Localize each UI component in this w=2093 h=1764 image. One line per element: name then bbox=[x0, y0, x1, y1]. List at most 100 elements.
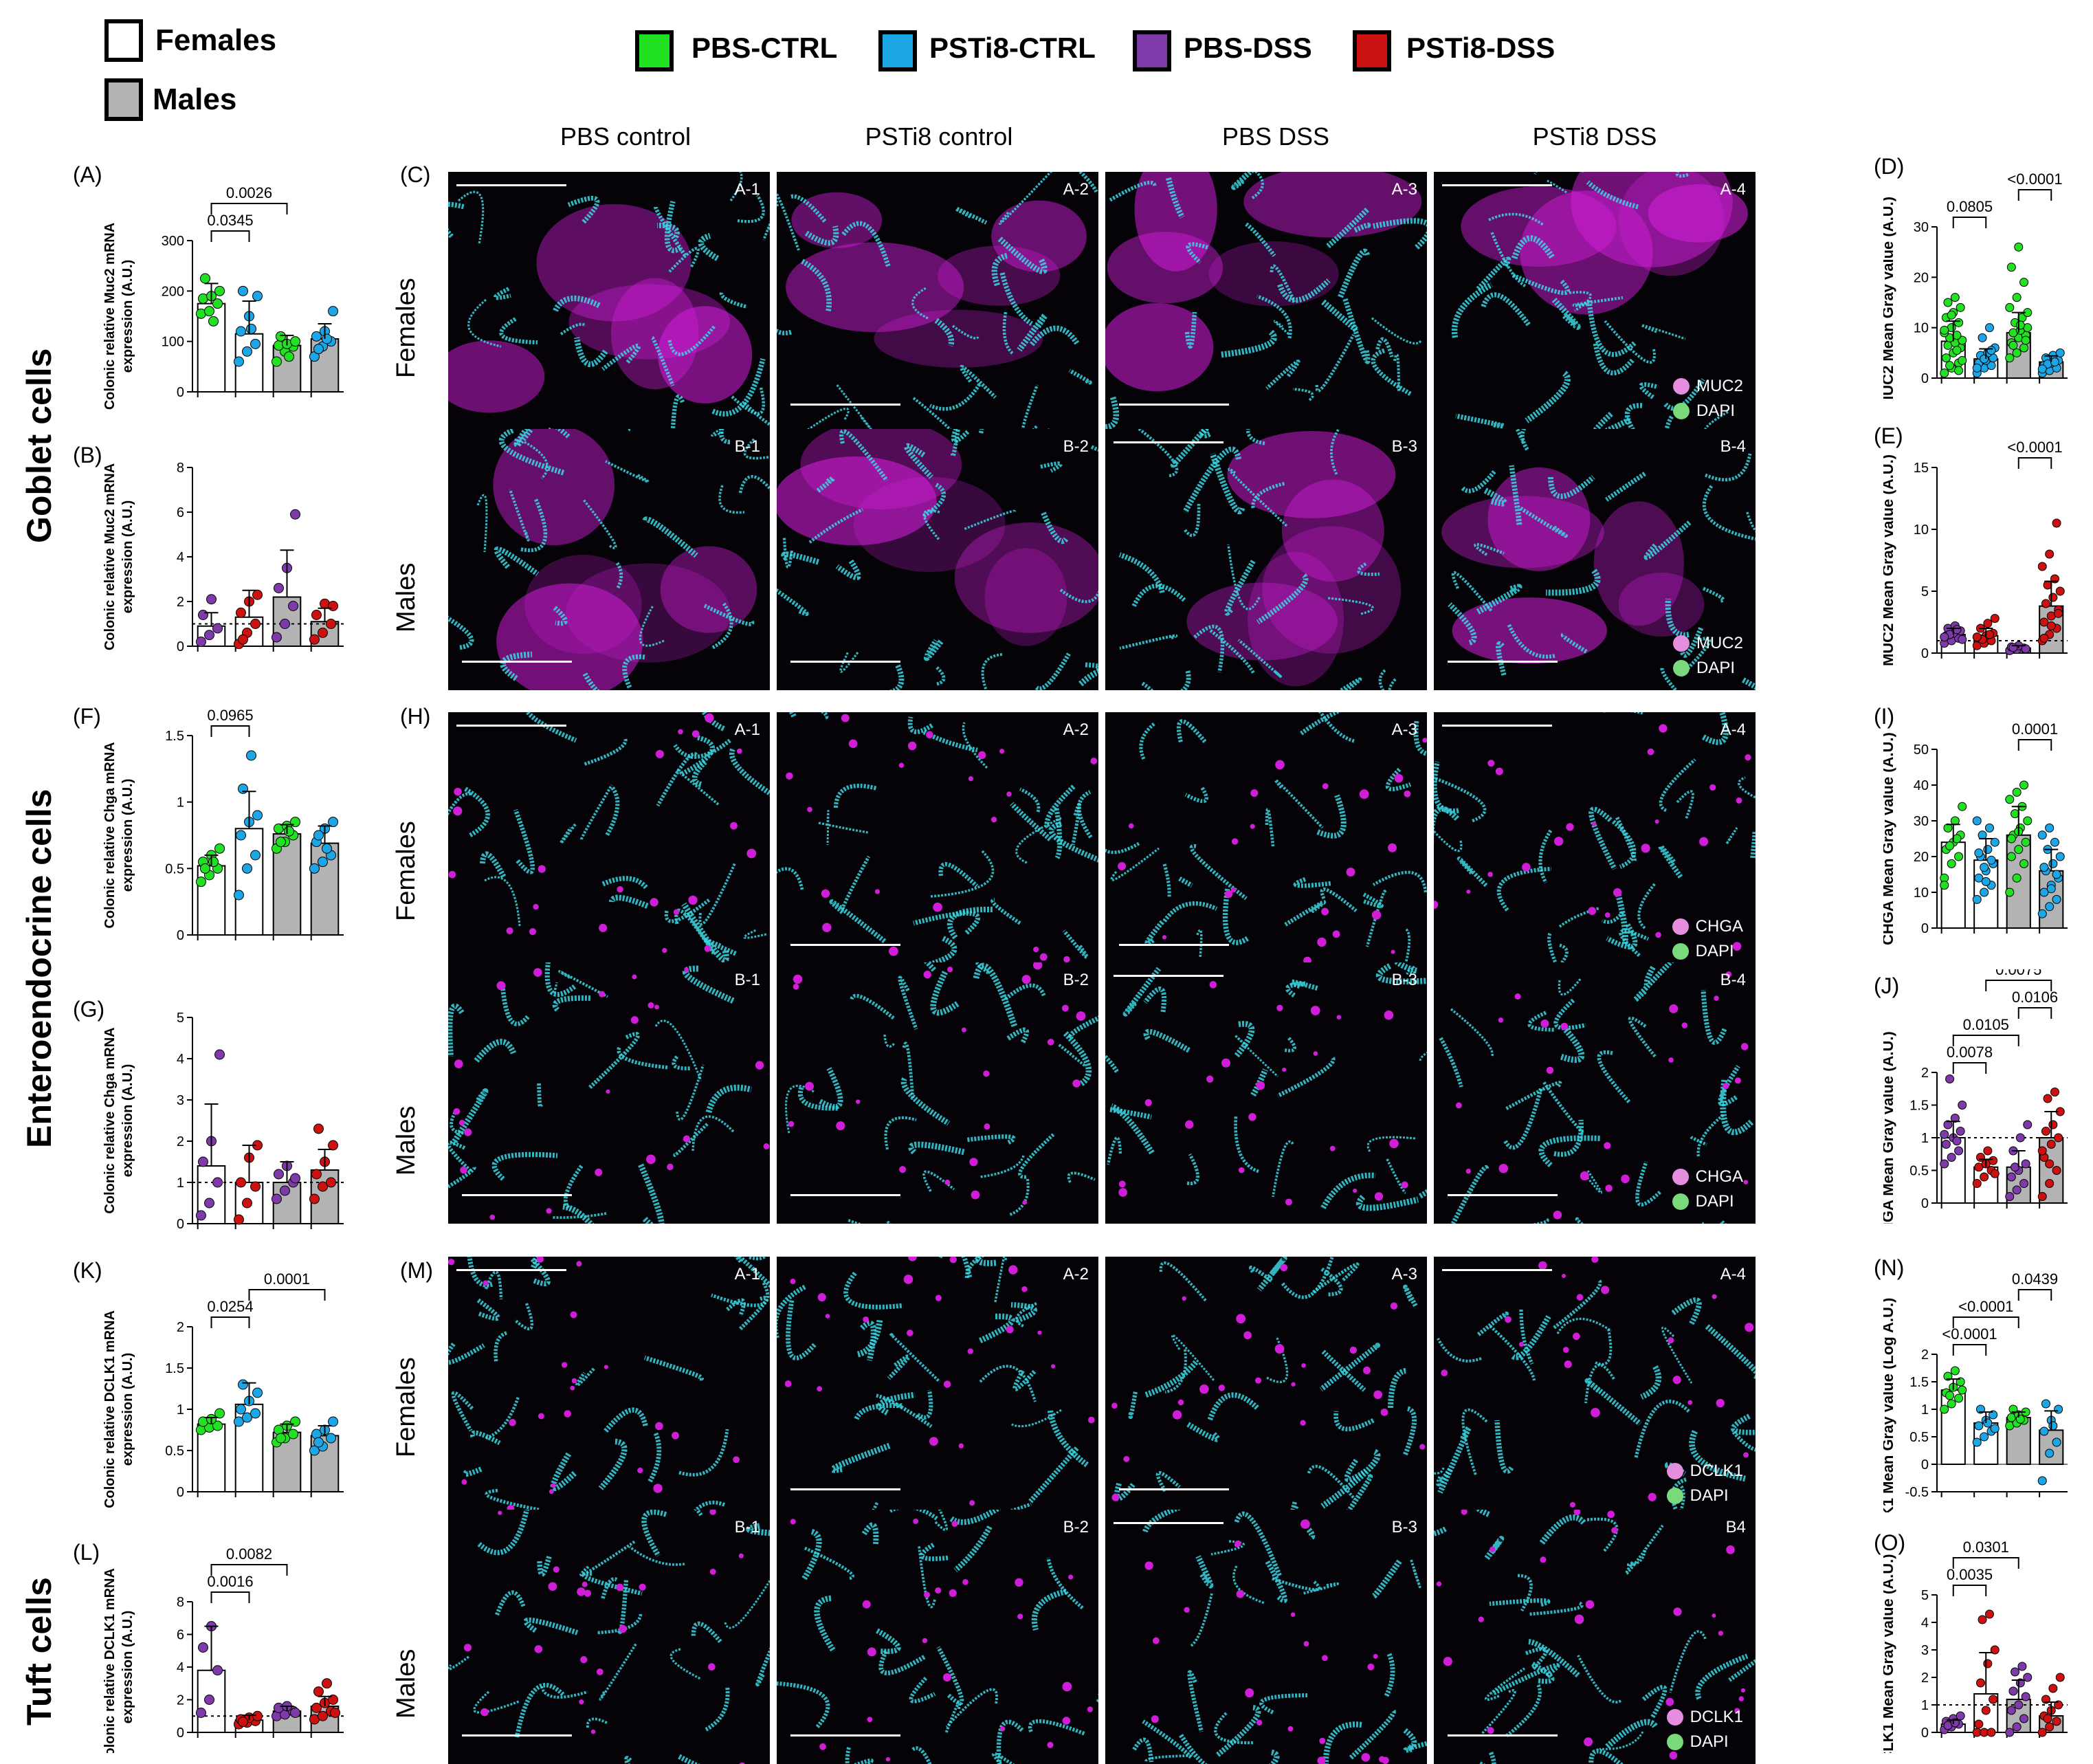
tissue-fiber bbox=[1731, 1431, 1756, 1452]
tissue-fiber bbox=[562, 1203, 595, 1224]
tissue-fiber bbox=[1311, 1262, 1360, 1294]
tissue-fiber bbox=[997, 236, 1048, 274]
marker-dot bbox=[1353, 1188, 1358, 1193]
data-point bbox=[2012, 787, 2022, 797]
data-point bbox=[212, 623, 223, 634]
marker-dot bbox=[1090, 758, 1098, 764]
data-point bbox=[1943, 1120, 1953, 1129]
marker-dot bbox=[1276, 1004, 1283, 1011]
marker-dot bbox=[942, 1673, 952, 1682]
tissue-fiber bbox=[1340, 677, 1362, 690]
tissue-fiber bbox=[1481, 1689, 1516, 1735]
tissue-fiber bbox=[1434, 776, 1487, 823]
data-point bbox=[1947, 1399, 1956, 1409]
tissue-fiber bbox=[1281, 1257, 1334, 1299]
tissue-fiber bbox=[1186, 242, 1208, 265]
comparison-bracket bbox=[2017, 739, 2052, 751]
p-value-label: 0.0439 bbox=[2012, 1270, 2058, 1288]
tissue-fiber bbox=[1231, 172, 1254, 190]
tissue-fiber bbox=[1159, 1261, 1208, 1303]
data-point bbox=[252, 1710, 263, 1721]
marker-dot bbox=[650, 898, 658, 907]
data-point bbox=[2008, 643, 2018, 652]
tissue-fiber bbox=[676, 1064, 705, 1121]
data-point bbox=[235, 326, 246, 337]
marker-dot bbox=[619, 1624, 627, 1633]
data-point bbox=[2052, 1717, 2061, 1726]
tissue-fiber bbox=[1547, 932, 1562, 973]
panel-letter-b: (B) bbox=[73, 443, 102, 467]
p-value-label: <0.0001 bbox=[1942, 1325, 1997, 1343]
data-point bbox=[2037, 562, 2047, 571]
chart-g-chga-mrna: Colonic relative Chga mRNA expression (A.… bbox=[103, 1011, 344, 1232]
tissue-fiber bbox=[930, 971, 960, 1016]
panel-letter-j: (J) bbox=[1874, 973, 1900, 998]
tissue-fiber bbox=[608, 894, 649, 909]
tissue-fiber bbox=[1233, 1021, 1255, 1059]
micrograph-chga-a-3: A-3 bbox=[1105, 712, 1427, 973]
data-point bbox=[311, 1702, 322, 1713]
tissue-fiber bbox=[1509, 465, 1522, 528]
data-point bbox=[2006, 1172, 2016, 1182]
micrograph-label: A-4 bbox=[1720, 1265, 1746, 1283]
tissue-fiber bbox=[1195, 1555, 1214, 1589]
micrograph-chga-b-4: B-4 CHGA DAPI bbox=[1434, 962, 1756, 1224]
marker-dot bbox=[684, 967, 689, 973]
marker-dot bbox=[793, 983, 799, 990]
micrograph-dclk1-a-1: A-1 bbox=[448, 1257, 770, 1518]
tissue-fiber bbox=[1434, 806, 1460, 844]
tissue-fiber bbox=[500, 651, 533, 681]
marker-signal bbox=[1520, 190, 1653, 315]
comparison-bracket bbox=[2017, 1289, 2052, 1301]
tissue-fiber bbox=[448, 1003, 465, 1057]
y-axis-title: expression (A.U.) bbox=[120, 1611, 135, 1723]
data-point bbox=[2050, 1088, 2059, 1096]
data-point bbox=[2037, 1728, 2047, 1737]
data-point bbox=[246, 323, 257, 334]
marker-dot bbox=[805, 1081, 815, 1091]
tissue-fiber bbox=[1142, 1719, 1193, 1759]
marker-dot bbox=[958, 1443, 964, 1448]
tissue-fiber bbox=[1402, 927, 1411, 972]
scale-bar bbox=[790, 944, 900, 946]
marker-dot bbox=[1611, 1527, 1618, 1534]
tissue-fiber bbox=[523, 1617, 579, 1635]
tissue-fiber bbox=[994, 1257, 1008, 1303]
tissue-fiber bbox=[1705, 453, 1752, 482]
marker-dot bbox=[553, 1566, 560, 1573]
tissue-fiber bbox=[911, 1746, 932, 1764]
tissue-fiber bbox=[1031, 1588, 1067, 1631]
tissue-fiber bbox=[1316, 794, 1347, 839]
stain-key: DCLK1 DAPI bbox=[1666, 1705, 1743, 1754]
data-point bbox=[2052, 870, 2061, 879]
tissue-fiber bbox=[1054, 808, 1063, 859]
tissue-fiber bbox=[448, 201, 465, 239]
data-point bbox=[284, 351, 295, 362]
data-point bbox=[2055, 348, 2065, 357]
data-point bbox=[2037, 830, 2047, 840]
marker-dot bbox=[707, 1663, 716, 1671]
tissue-fiber bbox=[1503, 1088, 1543, 1150]
tissue-fiber bbox=[1018, 1132, 1056, 1179]
tissue-fiber bbox=[1434, 761, 1459, 814]
marker-dot bbox=[639, 1583, 646, 1591]
marker-signal bbox=[1452, 597, 1607, 664]
tissue-fiber bbox=[1078, 172, 1098, 193]
comparison-bracket bbox=[1952, 217, 1987, 228]
data-point bbox=[237, 783, 248, 794]
marker-dot bbox=[1255, 1377, 1262, 1384]
tissue-fiber bbox=[552, 995, 592, 1012]
tissue-fiber bbox=[1170, 429, 1210, 468]
marker-dot bbox=[1310, 1006, 1320, 1015]
tissue-fiber bbox=[1012, 1369, 1037, 1391]
y-tick-label: 2 bbox=[1921, 1347, 1929, 1363]
data-point bbox=[2045, 1179, 2055, 1188]
marker-dot bbox=[529, 928, 537, 936]
tissue-fiber bbox=[1302, 1582, 1339, 1595]
legend-swatch-psti8-ctrl bbox=[878, 30, 917, 71]
tissue-fiber bbox=[601, 876, 649, 890]
marker-dot bbox=[1061, 1004, 1069, 1012]
tissue-fiber bbox=[498, 429, 566, 476]
p-value-label: <0.0001 bbox=[2007, 170, 2062, 188]
tissue-fiber bbox=[1256, 573, 1309, 625]
